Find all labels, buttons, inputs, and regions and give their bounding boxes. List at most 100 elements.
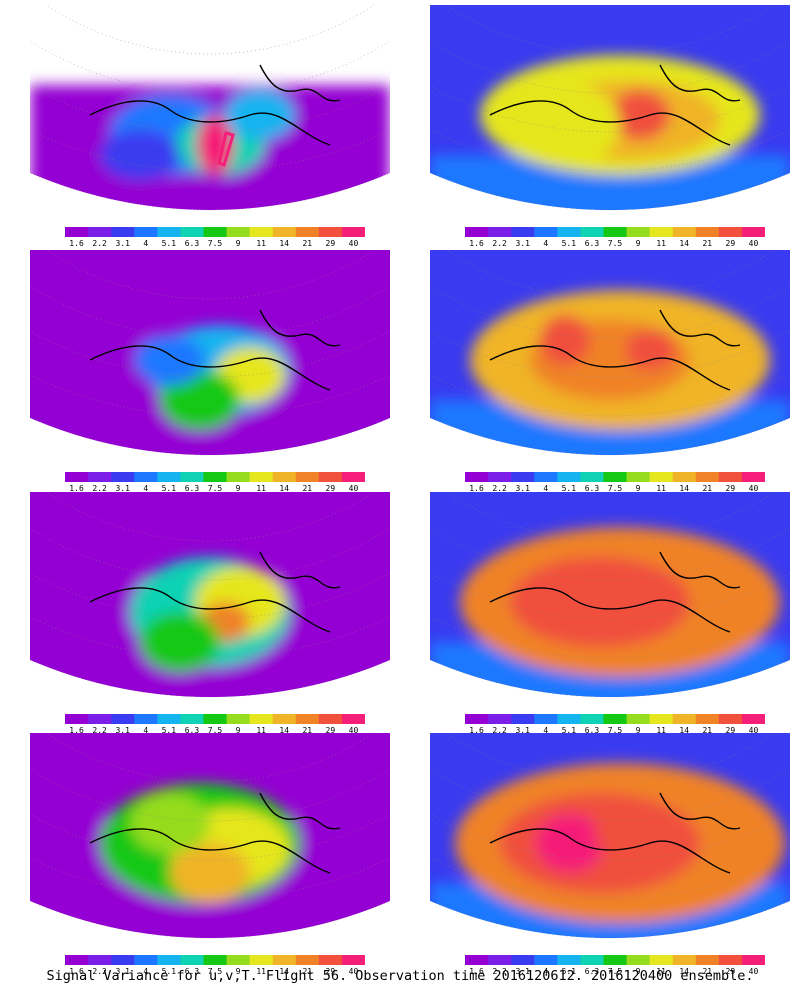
colorbar-swatch <box>134 227 158 237</box>
colorbar-tick-label: 5.1 <box>161 967 177 976</box>
colorbar <box>65 714 365 724</box>
colorbar-swatch <box>626 714 651 724</box>
colorbar-swatch <box>272 472 297 482</box>
colorbar-swatch <box>295 955 320 965</box>
colorbar-tick-label: 2.2 <box>92 726 107 735</box>
colorbar-tick-label: 2.2 <box>492 726 507 735</box>
colorbar-tick-label: 5.1 <box>561 967 577 976</box>
latitude-line <box>430 733 790 822</box>
colorbar-tick-label: 6.3 <box>584 239 600 248</box>
colorbar-swatch <box>134 472 158 482</box>
latitude-line <box>30 492 390 581</box>
colorbar-tick-label: 4 <box>543 967 549 976</box>
colorbar-tick-label: 9 <box>635 726 641 735</box>
colorbar-labels: 1.6 2.2 3.1 4 5.1 6.3 7.5 9 11 14 21 29 40 <box>65 967 365 979</box>
colorbar-tick-label: 7.5 <box>207 484 223 493</box>
colorbar-swatch <box>318 714 343 724</box>
colorbar-tick-label: 4 <box>143 239 149 248</box>
colorbar-swatch <box>488 955 512 965</box>
colorbar-swatch <box>672 472 697 482</box>
colorbar-tick-label: 40 <box>348 726 359 735</box>
colorbar-labels: 1.6 2.2 3.1 4 5.1 6.3 7.5 9 11 14 21 29 40 <box>65 726 365 738</box>
colorbar-tick-label: 11 <box>656 967 666 976</box>
colorbar-swatch <box>341 714 365 724</box>
colorbar-swatch <box>718 714 743 724</box>
colorbar-swatch <box>465 714 489 724</box>
colorbar-tick-label: 6.3 <box>184 726 200 735</box>
colorbar-swatch <box>488 714 512 724</box>
colorbar-tick-label: 1.6 <box>469 484 484 493</box>
variance-map <box>430 250 790 456</box>
colorbar-tick-label: 2.2 <box>92 239 107 248</box>
colorbar-tick-label: 3.1 <box>115 967 130 976</box>
colorbar-tick-label: 11 <box>656 239 666 248</box>
colorbar-tick-label: 6.3 <box>184 484 200 493</box>
colorbar-tick-label: 1.6 <box>69 239 84 248</box>
colorbar-tick-label: 2.2 <box>492 967 507 976</box>
colorbar-tick-label: 2.2 <box>92 484 107 493</box>
map-panel: 2016120612 + 24h1.62.23.145.16.37.591114… <box>30 492 390 737</box>
colorbar-swatch <box>741 472 765 482</box>
colorbar-swatch <box>226 472 251 482</box>
colorbar-swatch <box>65 714 89 724</box>
colorbar-tick-label: 6.3 <box>584 726 600 735</box>
colorbar-swatch <box>649 227 674 237</box>
colorbar-swatch <box>226 714 251 724</box>
colorbar-tick-label: 21 <box>702 726 713 735</box>
colorbar-swatch <box>203 955 228 965</box>
colorbar-tick-label: 9 <box>235 967 241 976</box>
map-panel: 2016120612 + 48h1.62.23.145.16.37.591114… <box>430 5 790 250</box>
colorbar-tick-label: 9 <box>235 726 241 735</box>
variance-map <box>30 492 390 698</box>
colorbar-swatch <box>88 955 112 965</box>
colorbar-tick-label: 21 <box>302 967 313 976</box>
colorbar-tick-label: 9 <box>635 967 641 976</box>
colorbar-swatch <box>626 955 651 965</box>
colorbar-swatch <box>226 955 251 965</box>
colorbar-labels: 1.6 2.2 3.1 4 5.1 6.3 7.5 9 11 14 21 29 40 <box>65 484 365 496</box>
map-panel: 2016120612 + 00h1.62.23.145.16.37.591114… <box>30 5 390 250</box>
colorbar-tick-label: 14 <box>679 967 690 976</box>
colorbar-tick-label: 3.1 <box>515 967 530 976</box>
coastline <box>489 309 741 391</box>
colorbar-tick-label: 6.3 <box>184 967 200 976</box>
coastline <box>89 792 341 874</box>
latitude-line <box>430 250 790 339</box>
colorbar-tick-label: 29 <box>325 484 336 493</box>
colorbar-swatch <box>88 227 112 237</box>
colorbar <box>465 955 765 965</box>
colorbar-tick-label: 1.6 <box>469 239 484 248</box>
colorbar-tick-label: 29 <box>725 967 736 976</box>
variance-region <box>135 335 205 385</box>
colorbar-swatch <box>318 472 343 482</box>
colorbar-swatch <box>672 955 697 965</box>
colorbar-swatch <box>718 227 743 237</box>
variance-region <box>535 813 605 873</box>
colorbar-tick-label: 29 <box>725 239 736 248</box>
colorbar-swatch <box>603 227 628 237</box>
colorbar-tick-label: 21 <box>302 726 313 735</box>
colorbar-tick-label: 29 <box>325 726 336 735</box>
colorbar-swatch <box>249 227 274 237</box>
colorbar-swatch <box>88 472 112 482</box>
map-panel: 2016120612 + 60h1.62.23.145.16.37.591114… <box>430 250 790 495</box>
colorbar-swatch <box>157 714 181 724</box>
colorbar-swatch <box>111 227 135 237</box>
colorbar-tick-label: 1.6 <box>69 484 84 493</box>
colorbar-swatch <box>580 714 604 724</box>
colorbar-swatch <box>341 472 365 482</box>
colorbar-swatch <box>134 955 158 965</box>
colorbar-swatch <box>203 227 228 237</box>
colorbar-swatch <box>65 955 89 965</box>
colorbar-tick-label: 4 <box>143 726 149 735</box>
colorbar-swatch <box>534 955 558 965</box>
colorbar-tick-label: 40 <box>348 484 359 493</box>
colorbar-tick-label: 21 <box>702 239 713 248</box>
coastline <box>89 551 341 633</box>
colorbar-tick-label: 4 <box>543 484 549 493</box>
colorbar-swatch <box>672 714 697 724</box>
colorbar-tick-label: 6.3 <box>584 967 600 976</box>
colorbar-labels: 1.6 2.2 3.1 4 5.1 6.3 7.5 9 11 14 21 29 40 <box>65 239 365 251</box>
colorbar-labels: 1.6 2.2 3.1 4 5.1 6.3 7.5 9 11 14 21 29 40 <box>465 726 765 738</box>
colorbar-tick-label: 5.1 <box>161 726 177 735</box>
